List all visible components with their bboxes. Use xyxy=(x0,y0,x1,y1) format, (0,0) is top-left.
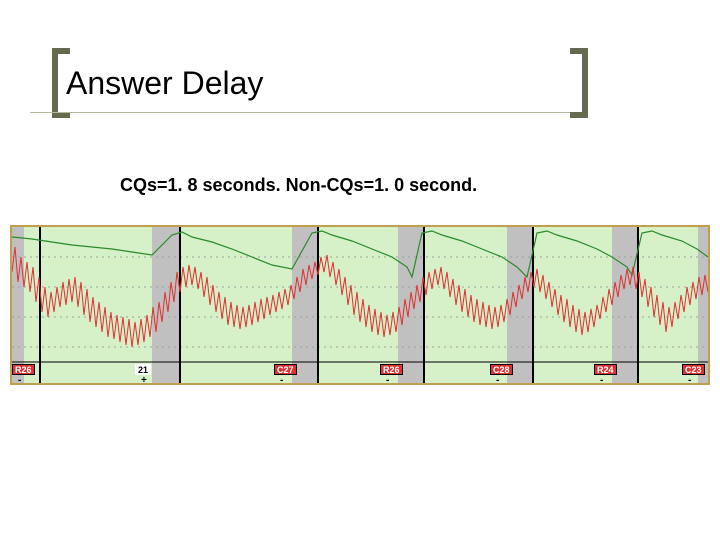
chart-marker-sign: - xyxy=(280,375,283,386)
chart-marker-label: R24 xyxy=(594,364,617,375)
title-bracket-left: Answer Delay xyxy=(52,48,267,118)
chart-marker-sign: - xyxy=(496,375,499,386)
title-underline xyxy=(30,112,570,113)
polygraph-chart: R26-21+C27-R26-C28-R24-C23- xyxy=(10,225,710,385)
chart-marker-sign: - xyxy=(386,375,389,386)
chart-marker-label: R26 xyxy=(380,364,403,375)
chart-marker-label: C28 xyxy=(490,364,513,375)
chart-marker-sign: - xyxy=(600,375,603,386)
chart-marker-label: 21 xyxy=(135,364,151,375)
chart-marker-sign: - xyxy=(18,375,21,386)
bracket-right-icon xyxy=(570,48,588,118)
chart-marker-sign: - xyxy=(688,375,691,386)
chart-marker-sign: + xyxy=(141,375,147,386)
chart-canvas xyxy=(12,227,708,383)
subtitle-text: CQs=1. 8 seconds. Non-CQs=1. 0 second. xyxy=(120,175,477,196)
page-title: Answer Delay xyxy=(66,65,267,102)
chart-marker-label: C23 xyxy=(682,364,705,375)
chart-marker-label: R26 xyxy=(12,364,35,375)
chart-marker-label: C27 xyxy=(274,364,297,375)
